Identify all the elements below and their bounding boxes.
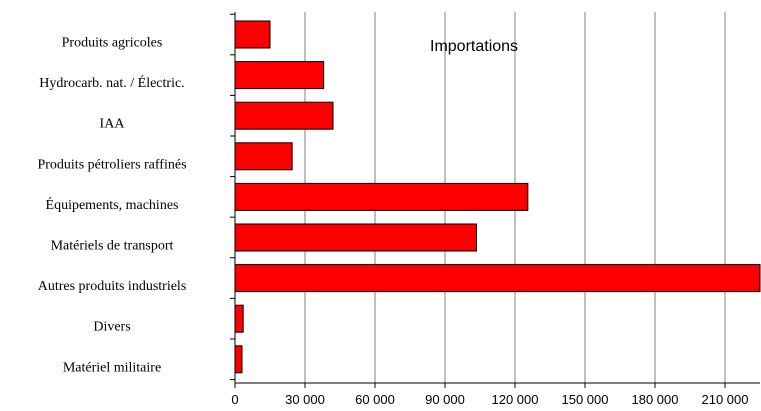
category-label-8: Matériel militaire <box>63 360 161 375</box>
x-tick-label-6: 180 000 <box>632 392 679 407</box>
bar-3 <box>234 142 293 171</box>
category-label-1: Hydrocarb. nat. / Électric. <box>39 74 184 91</box>
bar-2 <box>234 101 334 130</box>
category-label-0: Produits agricoles <box>62 36 163 51</box>
category-label-6: Autres produits industriels <box>38 279 187 294</box>
category-label-2: IAA <box>100 117 126 132</box>
axes <box>230 12 760 388</box>
bar-7 <box>234 304 244 333</box>
category-label-3: Produits pétroliers raffinés <box>37 157 186 172</box>
bar-4 <box>234 182 529 211</box>
bars <box>234 20 761 374</box>
x-tick-label-0: 0 <box>231 392 238 407</box>
x-tick-label-4: 120 000 <box>492 392 539 407</box>
category-labels: Produits agricoles Hydrocarb. nat. / Élec… <box>37 36 186 376</box>
bar-1 <box>234 61 325 90</box>
x-tick-labels: 0 30 000 60 000 90 000 120 000 150 000 180 000… <box>231 392 748 407</box>
x-tick-label-2: 60 000 <box>355 392 395 407</box>
x-tick-label-7: 210 000 <box>702 392 749 407</box>
category-label-7: Divers <box>93 320 130 335</box>
x-tick-label-5: 150 000 <box>562 392 609 407</box>
category-label-4: Équipements, machines <box>46 196 179 213</box>
x-tick-label-1: 30 000 <box>285 392 325 407</box>
bar-6 <box>234 264 761 293</box>
chart-title: Importations <box>430 38 518 55</box>
category-label-5: Matériels de transport <box>51 239 174 254</box>
bar-5 <box>234 223 477 252</box>
bar-8 <box>234 345 243 374</box>
x-tick-label-3: 90 000 <box>425 392 465 407</box>
bar-0 <box>234 20 271 49</box>
